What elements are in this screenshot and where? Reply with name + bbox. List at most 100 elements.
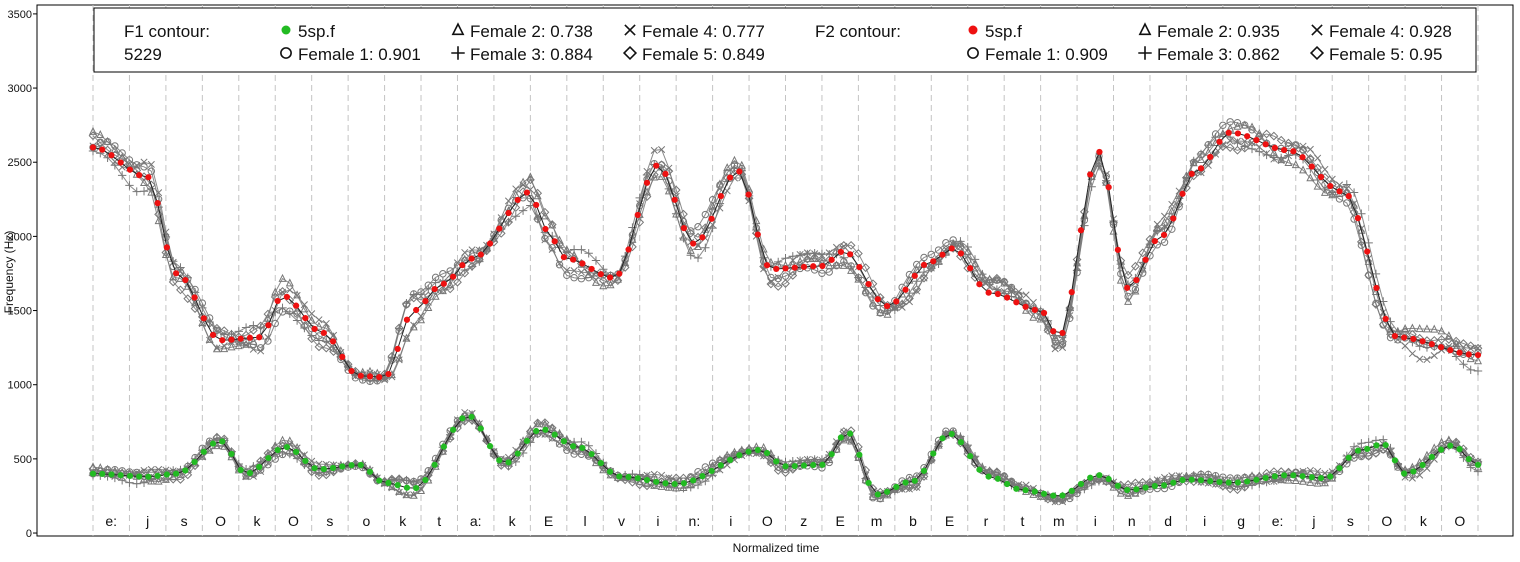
f1-5sp-point (727, 456, 734, 463)
legend-f2-title: F2 contour: (815, 22, 901, 41)
f2-female-3-marker (854, 273, 863, 282)
f2-5sp-point (1087, 171, 1094, 178)
f2-5sp-point (246, 334, 254, 341)
y-tick-label: 3500 (8, 9, 32, 21)
f1-female-5-marker (1050, 496, 1060, 506)
f1-female-2-marker (1291, 476, 1300, 485)
f1-female-5-marker (183, 470, 193, 480)
legend-f1-5sp-marker (281, 25, 291, 35)
f2-5sp-point (1188, 170, 1195, 177)
f2-female-1-marker (147, 167, 156, 175)
f2-female-5-marker (1240, 143, 1250, 153)
f1-female-5-marker (351, 459, 360, 468)
f1-female-5-marker (992, 467, 1002, 477)
f1-female-4-marker (308, 457, 316, 465)
f2-5sp-point (366, 373, 374, 380)
f1-female-5-marker (212, 432, 222, 442)
f1-5sp-point (800, 462, 808, 469)
f1-female-5-marker (1218, 481, 1228, 491)
legend-f2-entry-label: Female 2: 0.935 (1157, 22, 1280, 41)
f2-female-2-marker (898, 289, 907, 298)
f2-5sp-point (348, 367, 355, 375)
f1-5sp-point (1262, 474, 1269, 482)
f2-female-4-marker (1168, 200, 1176, 208)
f2-female-4-marker (796, 250, 804, 259)
f2-female-4-marker (1299, 142, 1307, 150)
legend-marker-group (967, 47, 979, 59)
f2-female-5-marker (1007, 284, 1016, 294)
legend-marker-group (1309, 45, 1325, 61)
f2-female-5-marker (1269, 131, 1279, 141)
f2-female-5-marker (438, 285, 448, 295)
f1-5sp-point (985, 473, 992, 480)
f1-5sp-point (1124, 486, 1131, 494)
f2-5sp-point (1133, 276, 1140, 284)
f1-5sp-point (413, 485, 420, 492)
f2-5sp-point (856, 263, 863, 271)
f2-female-1-marker (1160, 238, 1169, 246)
f1-5sp-point (1022, 487, 1029, 494)
f1-5sp-point (911, 477, 918, 484)
legend-f2-circle-marker (967, 47, 979, 59)
legend-f1-plus-marker (451, 46, 465, 60)
legend-box (93, 7, 1477, 73)
f2-female-5-marker (1043, 326, 1053, 335)
f2-female-3-marker (1451, 352, 1461, 361)
f1-female-5-marker (941, 429, 951, 439)
f2-female-2-marker (1473, 356, 1483, 365)
segment-label: n (1128, 513, 1136, 529)
f1-female-3-marker (125, 478, 134, 487)
f2-female-2-marker (868, 298, 877, 307)
f2-5sp-point (680, 225, 688, 232)
f2-female-4-marker (300, 301, 308, 309)
f2-female-5-marker (329, 347, 338, 356)
f2-female-3-marker (1233, 138, 1242, 148)
f2-female-5-marker (1218, 142, 1228, 152)
f2-female-4-marker (1314, 154, 1322, 162)
f2-female-5-marker (176, 285, 185, 295)
f1-female-5-marker (868, 483, 878, 493)
f2-5sp-point (930, 258, 937, 265)
f2-5sp-point (459, 262, 466, 269)
f2-female-3-marker (117, 171, 127, 180)
f1-5sp-point (1105, 475, 1112, 483)
f2-5sp-point (1013, 299, 1020, 306)
f1-5sp-point (810, 461, 817, 469)
legend-marker-group (1138, 46, 1152, 60)
segment-label: n: (689, 513, 701, 529)
f1-5sp-point (542, 426, 549, 433)
f2-female-5-marker (482, 246, 492, 256)
f1-5sp-point (514, 450, 521, 457)
f2-female-2-marker (876, 307, 885, 316)
f2-5sp-point (902, 286, 909, 293)
f2-female-4-marker (570, 267, 578, 275)
f1-5sp-point (1133, 486, 1140, 493)
f2-female-2-marker (446, 279, 455, 288)
f2-female-3-marker (577, 245, 586, 254)
f2-female-3-marker (569, 245, 579, 254)
f2-5sp-point (837, 248, 845, 256)
f2-female-2-marker (1131, 286, 1140, 295)
f1-female-5-marker (919, 472, 929, 481)
legend-f2-diamond-marker (1309, 45, 1325, 61)
f2-5sp-point (1308, 163, 1315, 170)
f2-female-2-marker (664, 186, 673, 195)
f1-female-5-marker (329, 467, 338, 477)
f1-5sp-point (1040, 490, 1048, 497)
f2-female-4-marker (381, 376, 389, 384)
f2-5sp-point (570, 256, 577, 263)
f2-female-4-marker (286, 286, 294, 294)
f2-5sp-point (1234, 130, 1242, 137)
f1-female-5-marker (1371, 448, 1381, 458)
f1-female-3-marker (249, 462, 258, 471)
f1-female-2-marker (1284, 475, 1293, 484)
y-tick-label: 3000 (8, 83, 32, 95)
f1-5sp-point (1271, 473, 1278, 480)
f2-female-3-marker (511, 212, 520, 221)
f1-5sp-point (560, 438, 568, 445)
f2-female-3-marker (1415, 342, 1424, 351)
f2-female-2-marker (832, 260, 841, 269)
f1-female-4-marker (898, 485, 906, 493)
f1-5sp-point (791, 462, 798, 470)
